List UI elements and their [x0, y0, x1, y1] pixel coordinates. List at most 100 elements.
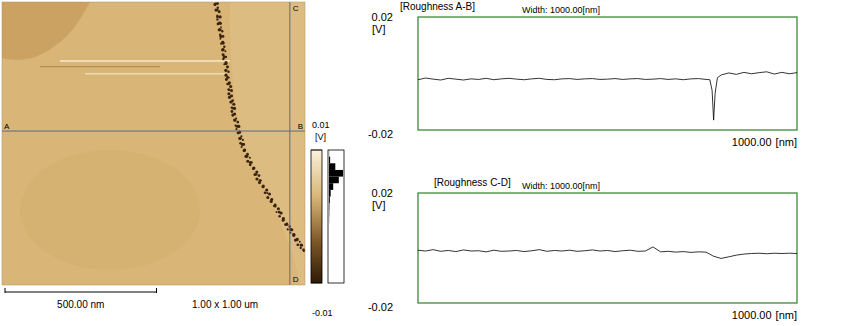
- profile-line: [289, 2, 290, 285]
- grain-boundary-dot: [301, 244, 304, 247]
- grain-boundary-dot: [219, 15, 222, 18]
- afm-shade: [20, 150, 200, 270]
- grain-boundary-dot: [239, 137, 242, 140]
- profile-label: C: [293, 4, 299, 13]
- grain-boundary-dot: [218, 10, 221, 13]
- histogram-bar: [329, 276, 330, 283]
- plot-area: [418, 247, 797, 259]
- grain-boundary-dot: [264, 191, 267, 194]
- grain-boundary-dot: [246, 160, 249, 163]
- histogram-bar: [329, 263, 330, 270]
- grain-boundary-dot: [303, 250, 305, 252]
- chart-subtitle: Width: 1000.00[nm]: [522, 181, 600, 191]
- grain-boundary-dot: [221, 30, 223, 32]
- grain-boundary-dot: [216, 18, 218, 20]
- colorbar-unit: [V]: [315, 132, 326, 142]
- grain-boundary-dot: [229, 101, 232, 104]
- grain-boundary-dot: [230, 106, 232, 108]
- grain-boundary-dot: [255, 177, 258, 180]
- grain-boundary-dot: [246, 155, 249, 158]
- plot-frame: [418, 193, 797, 303]
- colorbar-tick-label: -0.01: [312, 308, 333, 318]
- grain-boundary-dot: [217, 22, 220, 25]
- grain-boundary-dot: [214, 9, 217, 12]
- grain-boundary-dot: [216, 15, 219, 18]
- grain-boundary-dot: [249, 163, 252, 166]
- grain-boundary-dot: [243, 150, 245, 152]
- profile-line: [418, 247, 797, 259]
- grain-boundary-dot: [258, 181, 261, 184]
- profile-line: [418, 72, 797, 120]
- grain-boundary-dot: [242, 143, 245, 146]
- x-tick-label: 1000.00: [732, 309, 772, 321]
- grain-boundary-dot: [299, 241, 301, 243]
- grain-boundary-dot: [218, 28, 221, 31]
- grain-boundary-dot: [222, 58, 225, 61]
- grain-boundary-dot: [270, 200, 273, 203]
- grain-boundary-dot: [303, 249, 305, 252]
- grain-boundary-dot: [226, 83, 229, 86]
- grain-boundary-dot: [229, 85, 232, 88]
- chart-title: [Roughness A-B]: [400, 1, 475, 12]
- y-tick-label: 0.02: [372, 11, 393, 23]
- grain-boundary-dot: [276, 211, 278, 213]
- grain-boundary-dot: [224, 50, 226, 52]
- grain-boundary-dot: [249, 157, 251, 159]
- grain-boundary-dot: [242, 139, 244, 141]
- grain-boundary-dot: [293, 234, 296, 237]
- grain-boundary-dot: [300, 244, 303, 247]
- grain-boundary-dot: [296, 243, 299, 246]
- grain-boundary-dot: [237, 125, 240, 128]
- grain-boundary-dot: [262, 184, 265, 187]
- histogram-bar: [329, 183, 333, 190]
- grain-boundary-dot: [223, 46, 225, 48]
- grain-boundary-dot: [225, 78, 228, 81]
- grain-boundary-dot: [262, 186, 264, 188]
- grain-boundary-dot: [287, 228, 289, 230]
- grain-boundary-dot: [292, 234, 295, 237]
- grain-boundary-dot: [220, 42, 222, 44]
- histogram-bar: [329, 150, 330, 157]
- afm-streak: [60, 60, 230, 62]
- grain-boundary-dot: [296, 238, 299, 241]
- grain-boundary-dot: [238, 137, 241, 140]
- grain-boundary-dot: [233, 119, 236, 122]
- y-tick-label: -0.02: [368, 301, 393, 313]
- profile-label: B: [298, 122, 303, 131]
- grain-boundary-dot: [232, 103, 235, 106]
- page: ABCD500.00 nm1.00 x 1.00 um0.01-0.01[V][…: [0, 0, 850, 326]
- grain-boundary-dot: [225, 70, 227, 72]
- grain-boundary-dot: [228, 96, 231, 99]
- afm-grain: [230, 2, 305, 285]
- profile-chart: [Roughness A-B]Width: 1000.00[nm]0.02-0.…: [368, 1, 797, 148]
- grain-boundary-dot: [292, 233, 295, 236]
- y-tick-label: 0.02: [372, 187, 393, 199]
- grain-boundary-dot: [252, 167, 255, 170]
- grain-boundary-dot: [230, 89, 233, 92]
- grain-boundary-dot: [251, 161, 253, 163]
- histogram-frame: [328, 150, 344, 283]
- grain-boundary-dot: [236, 121, 239, 124]
- x-axis-label: [nm]: [776, 309, 797, 321]
- scale-bar: [5, 291, 157, 292]
- grain-boundary-dot: [241, 146, 243, 148]
- grain-boundary-dot: [223, 63, 225, 65]
- profile-label: D: [293, 275, 299, 284]
- grain-boundary-dot: [227, 70, 230, 73]
- grain-boundary-dot: [217, 7, 219, 9]
- plot-frame: [418, 17, 797, 130]
- grain-boundary-dot: [227, 88, 230, 91]
- afm-image: [2, 2, 305, 285]
- afm-streak: [40, 66, 160, 67]
- histogram-bar: [329, 203, 330, 210]
- grain-boundary-dot: [278, 215, 281, 218]
- grain-boundary-dot: [274, 204, 277, 207]
- grain-boundary-dot: [222, 35, 225, 38]
- histogram-bar: [329, 243, 330, 250]
- grain-boundary-dot: [256, 173, 258, 175]
- grain-boundary-dot: [219, 38, 221, 40]
- grain-boundary-dot: [282, 219, 285, 222]
- histogram-bar: [329, 177, 339, 184]
- y-axis-label: [V]: [372, 199, 385, 211]
- grain-boundary-dot: [266, 196, 269, 199]
